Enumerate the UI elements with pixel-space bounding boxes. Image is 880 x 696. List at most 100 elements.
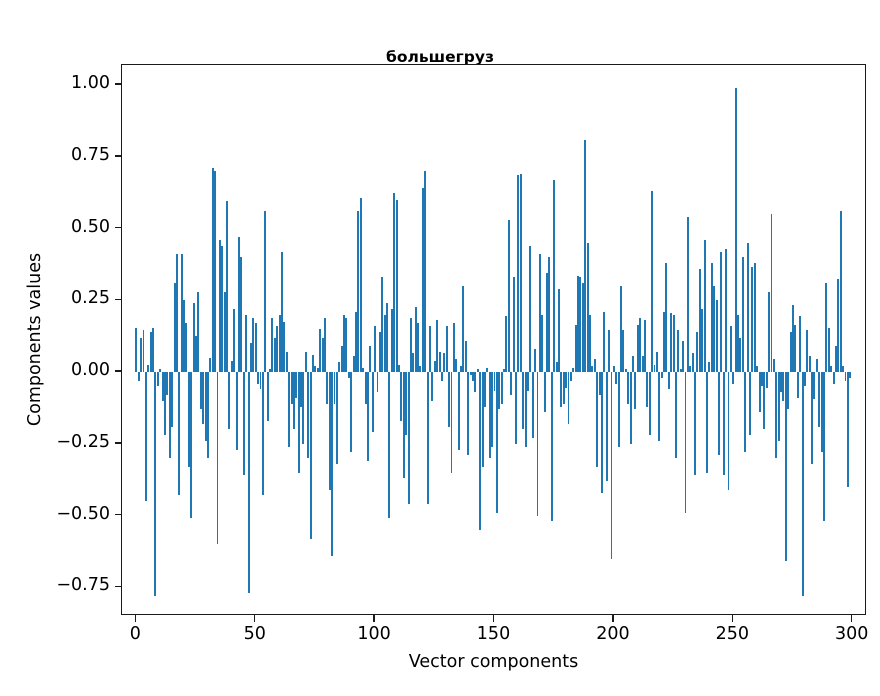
plot-area <box>121 64 866 615</box>
bar <box>261 372 264 496</box>
bar <box>660 372 663 378</box>
bar <box>448 372 451 427</box>
bar <box>577 275 580 373</box>
y-tick-label: 0.00 <box>71 360 110 381</box>
bar <box>152 327 155 373</box>
bar <box>362 367 365 373</box>
bar <box>226 201 229 373</box>
bar <box>784 372 787 562</box>
bar <box>682 340 685 373</box>
bar <box>187 372 190 467</box>
bar <box>546 273 548 373</box>
bar <box>371 372 374 433</box>
bar <box>321 337 324 373</box>
bar <box>240 257 243 373</box>
bar <box>476 369 479 373</box>
bar <box>259 372 262 390</box>
bar <box>166 372 169 396</box>
bar <box>233 308 236 373</box>
bar <box>770 214 773 373</box>
bar <box>300 372 303 407</box>
bar <box>479 372 482 530</box>
bar <box>302 372 305 444</box>
bar <box>548 257 551 373</box>
bar <box>500 372 503 404</box>
bar <box>343 314 346 373</box>
bar <box>515 372 517 444</box>
bar <box>481 372 484 467</box>
bar-series <box>122 65 865 614</box>
bar <box>266 372 269 421</box>
bar <box>247 372 250 594</box>
bar <box>171 372 174 427</box>
bar <box>156 372 159 387</box>
bar <box>149 331 152 373</box>
bar <box>209 357 212 373</box>
bar <box>686 217 689 373</box>
bar <box>175 254 178 373</box>
bar <box>491 372 494 447</box>
bar <box>610 372 613 559</box>
bar <box>562 372 565 404</box>
x-tick-label: 250 <box>715 624 749 644</box>
bar <box>426 372 429 505</box>
bar <box>429 326 431 373</box>
bar <box>288 372 291 447</box>
bar <box>378 331 381 373</box>
bar <box>538 254 541 373</box>
bar <box>753 263 756 373</box>
bar <box>276 326 279 373</box>
bar <box>230 360 233 373</box>
bar <box>782 372 785 401</box>
y-tick-label: −0.75 <box>56 575 110 596</box>
bar <box>393 192 396 373</box>
bar <box>823 372 825 522</box>
bar <box>438 351 441 373</box>
bar <box>615 372 618 384</box>
bar <box>281 251 283 373</box>
bar <box>333 372 336 404</box>
bar <box>746 242 749 373</box>
bar <box>204 372 207 441</box>
bar <box>512 277 515 373</box>
bar <box>252 317 255 373</box>
bar <box>560 372 563 407</box>
bar <box>627 372 630 404</box>
bar <box>431 372 434 401</box>
bar <box>214 171 217 373</box>
bar <box>846 372 849 487</box>
bar <box>331 372 334 556</box>
bar <box>264 211 267 373</box>
bar <box>498 372 501 410</box>
x-tick-label: 300 <box>834 624 869 644</box>
bar <box>271 317 274 373</box>
bar <box>553 179 556 373</box>
x-tick-mark <box>731 615 733 622</box>
bar <box>550 372 553 522</box>
bar <box>803 372 806 387</box>
bar <box>178 372 181 496</box>
bar <box>495 372 498 513</box>
y-tick-mark <box>114 155 121 157</box>
bar <box>596 372 599 467</box>
bar <box>734 87 737 373</box>
bar <box>159 369 162 373</box>
bar <box>706 372 708 473</box>
bar <box>421 188 424 373</box>
y-tick-label: 0.75 <box>71 144 110 165</box>
bar <box>316 367 319 373</box>
bar <box>589 314 591 373</box>
bar <box>529 245 532 373</box>
bar <box>388 372 391 519</box>
bar <box>144 372 147 502</box>
bar <box>140 337 143 373</box>
bar <box>567 372 570 424</box>
bar <box>347 372 350 378</box>
bar <box>725 248 728 373</box>
x-tick-mark <box>850 615 853 622</box>
bar <box>830 366 833 373</box>
bar <box>414 307 417 373</box>
x-tick-mark <box>492 615 495 622</box>
bar <box>617 372 620 447</box>
bar <box>586 242 589 373</box>
